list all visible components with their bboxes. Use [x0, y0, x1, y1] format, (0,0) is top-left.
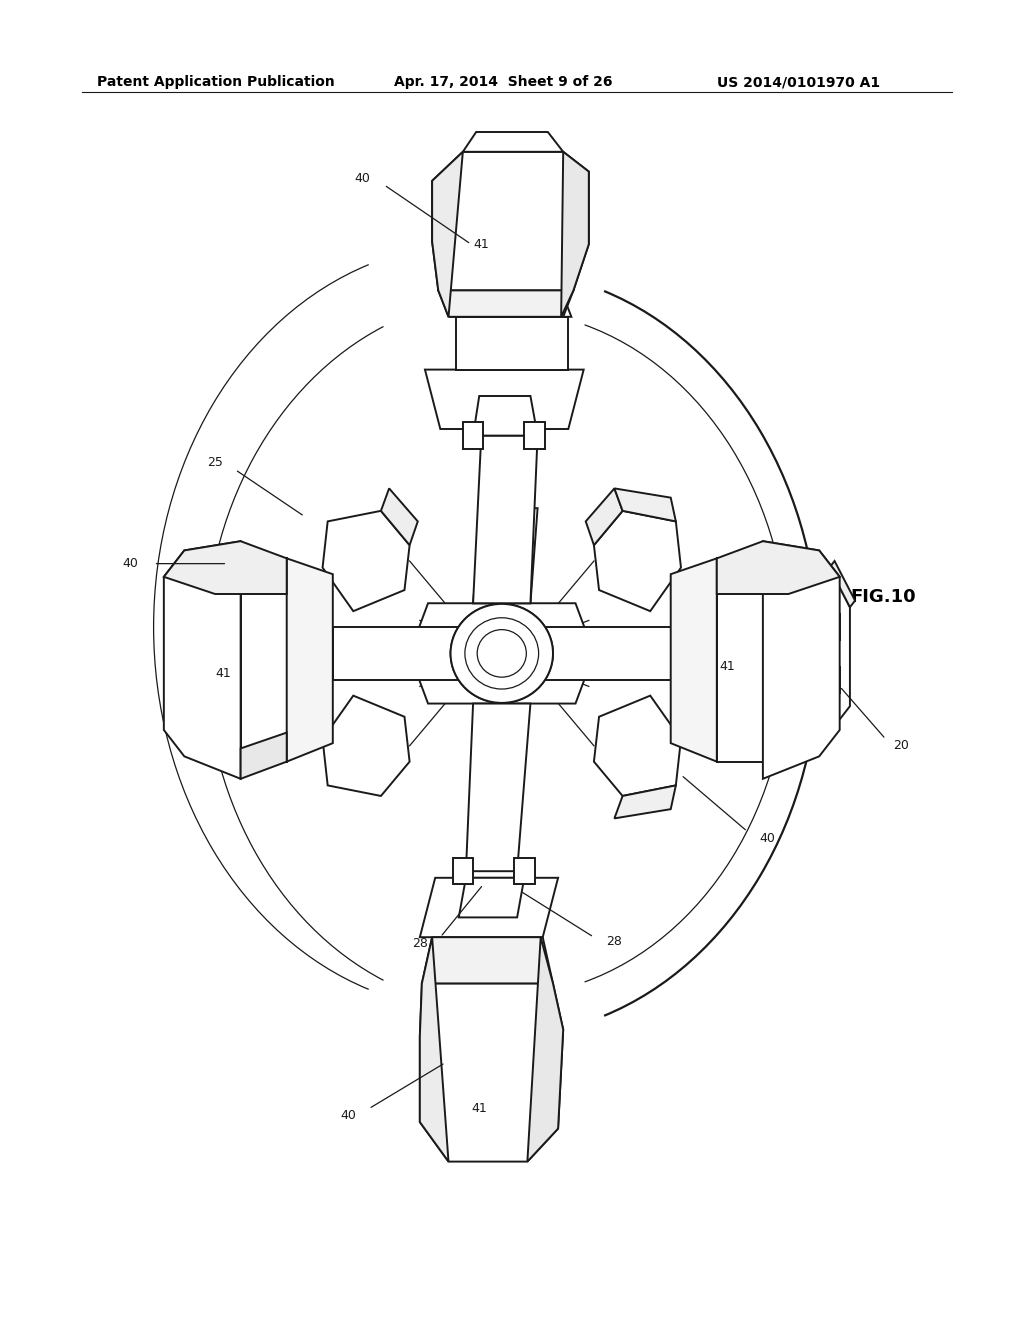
Ellipse shape	[477, 630, 526, 677]
Text: 40: 40	[354, 172, 371, 185]
Text: Patent Application Publication: Patent Application Publication	[97, 75, 335, 90]
Polygon shape	[594, 511, 681, 611]
Text: 41: 41	[215, 667, 231, 680]
Polygon shape	[381, 488, 418, 545]
Polygon shape	[829, 561, 855, 607]
Polygon shape	[804, 614, 840, 640]
Polygon shape	[420, 878, 558, 937]
Polygon shape	[614, 785, 676, 818]
Polygon shape	[451, 290, 571, 317]
Polygon shape	[456, 317, 568, 370]
Polygon shape	[438, 290, 573, 317]
Polygon shape	[804, 667, 840, 693]
Text: 28: 28	[606, 935, 623, 948]
Polygon shape	[768, 568, 850, 733]
Text: 40: 40	[760, 832, 776, 845]
Ellipse shape	[465, 618, 539, 689]
Polygon shape	[763, 541, 840, 779]
Text: FIG.10: FIG.10	[850, 587, 915, 606]
Text: 25: 25	[207, 455, 223, 469]
Polygon shape	[545, 627, 671, 680]
Polygon shape	[432, 152, 463, 317]
Polygon shape	[671, 558, 717, 762]
Polygon shape	[287, 568, 328, 752]
Polygon shape	[717, 558, 763, 762]
Text: 28: 28	[412, 937, 428, 950]
Ellipse shape	[477, 630, 526, 677]
Polygon shape	[561, 152, 589, 317]
Polygon shape	[466, 704, 530, 871]
Polygon shape	[507, 603, 599, 667]
Text: Apr. 17, 2014  Sheet 9 of 26: Apr. 17, 2014 Sheet 9 of 26	[394, 75, 612, 90]
Polygon shape	[676, 568, 717, 752]
Polygon shape	[594, 696, 681, 796]
Polygon shape	[614, 488, 676, 521]
Polygon shape	[717, 541, 840, 594]
Text: 41: 41	[471, 1102, 487, 1115]
Polygon shape	[473, 396, 538, 436]
Text: 20: 20	[893, 739, 909, 752]
Polygon shape	[425, 370, 584, 429]
Polygon shape	[323, 511, 410, 611]
Polygon shape	[463, 132, 563, 152]
Polygon shape	[473, 508, 538, 603]
Polygon shape	[404, 640, 497, 704]
Polygon shape	[404, 603, 497, 667]
Ellipse shape	[451, 605, 553, 704]
Polygon shape	[241, 558, 287, 762]
Polygon shape	[420, 937, 449, 1162]
Polygon shape	[422, 937, 553, 983]
Polygon shape	[333, 627, 459, 680]
Polygon shape	[514, 858, 535, 884]
Polygon shape	[164, 541, 287, 594]
Polygon shape	[453, 858, 473, 884]
Text: US 2014/0101970 A1: US 2014/0101970 A1	[717, 75, 880, 90]
Ellipse shape	[465, 618, 539, 689]
Ellipse shape	[451, 605, 553, 704]
Polygon shape	[420, 983, 563, 1162]
Polygon shape	[432, 152, 589, 290]
Text: 40: 40	[122, 557, 138, 570]
Text: 41: 41	[719, 660, 735, 673]
Text: 41: 41	[473, 238, 489, 251]
Polygon shape	[527, 937, 563, 1162]
Polygon shape	[524, 422, 545, 449]
Polygon shape	[473, 436, 538, 603]
Polygon shape	[287, 558, 333, 762]
Polygon shape	[463, 422, 483, 449]
Polygon shape	[507, 640, 599, 704]
Polygon shape	[586, 488, 623, 545]
Polygon shape	[323, 696, 410, 796]
Polygon shape	[164, 541, 241, 779]
Polygon shape	[241, 733, 287, 779]
Polygon shape	[459, 878, 524, 917]
Text: 40: 40	[340, 1109, 356, 1122]
